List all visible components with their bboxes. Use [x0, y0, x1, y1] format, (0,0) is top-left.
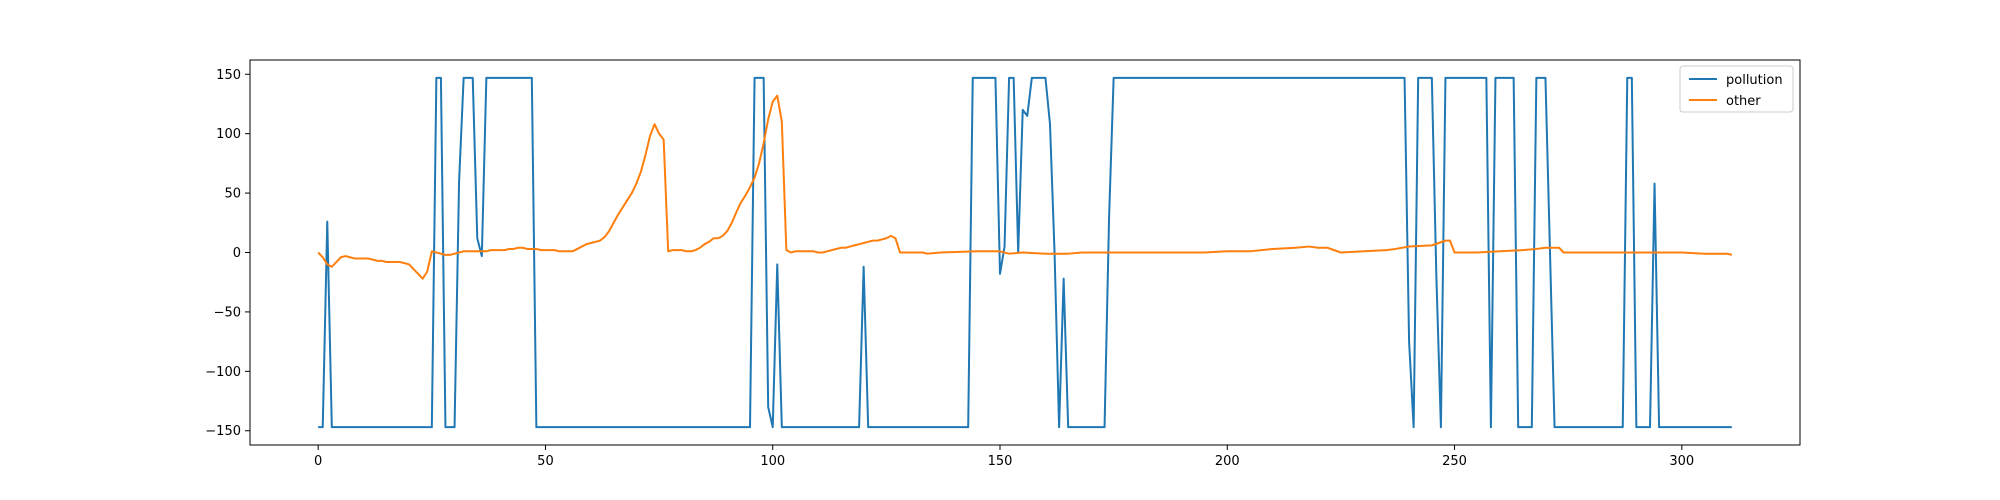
y-tick-label: 100: [216, 127, 241, 142]
legend: pollution other: [1679, 65, 1794, 113]
x-tick-label: 250: [1442, 454, 1467, 469]
y-tick-label: −50: [214, 305, 241, 320]
x-tick-label: 300: [1669, 454, 1694, 469]
x-tick-label: 150: [988, 454, 1013, 469]
series-layer: [317, 76, 1733, 429]
x-tick-label: 200: [1215, 454, 1240, 469]
x-tick-label: 0: [314, 454, 322, 469]
y-axis: −150 −100 −50 0 50 100 150: [205, 68, 250, 439]
y-tick-label: −100: [205, 365, 241, 380]
x-axis: 0 50 100 150 200 250 300: [314, 445, 1694, 469]
legend-label-pollution: pollution: [1726, 73, 1783, 88]
y-tick-label: 50: [224, 187, 241, 202]
y-tick-label: −150: [205, 424, 241, 439]
x-tick-label: 100: [760, 454, 785, 469]
x-tick-label: 50: [537, 454, 554, 469]
legend-label-other: other: [1726, 94, 1761, 109]
y-tick-label: 0: [233, 246, 241, 261]
series-line-pollution: [318, 76, 1732, 429]
y-tick-label: 150: [216, 68, 241, 83]
series-line-other: [317, 94, 1733, 280]
